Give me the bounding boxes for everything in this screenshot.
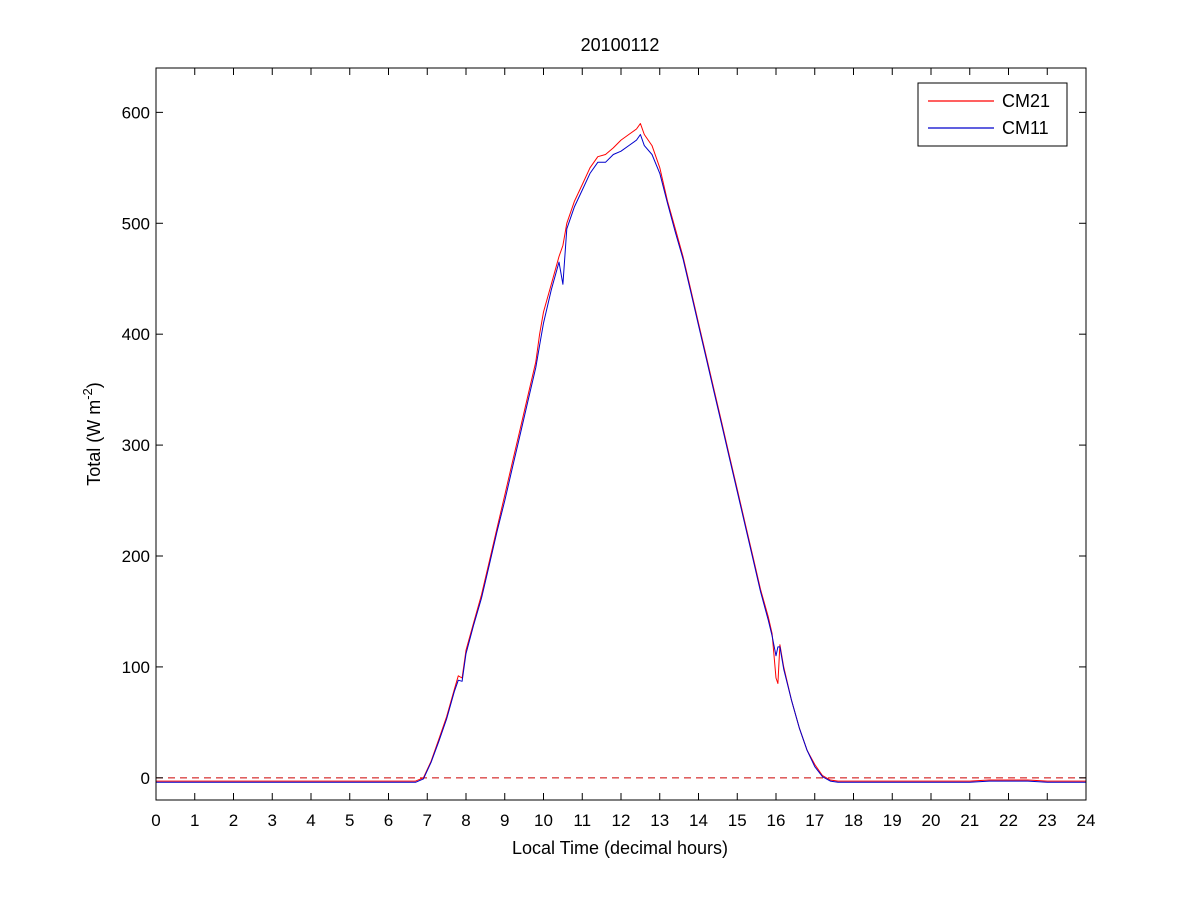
- plot-area: [156, 123, 1086, 783]
- y-tick-label: 200: [122, 547, 150, 566]
- x-tick-label: 14: [689, 811, 708, 830]
- x-tick-label: 2: [229, 811, 238, 830]
- x-tick-label: 12: [612, 811, 631, 830]
- x-tick-label: 9: [500, 811, 509, 830]
- x-tick-label: 10: [534, 811, 553, 830]
- y-tick-label: 100: [122, 658, 150, 677]
- x-tick-label: 6: [384, 811, 393, 830]
- x-tick-label: 0: [151, 811, 160, 830]
- y-tick-label: 500: [122, 214, 150, 233]
- x-tick-label: 17: [805, 811, 824, 830]
- y-axis-label-suffix: ): [84, 382, 104, 388]
- x-tick-label: 24: [1077, 811, 1096, 830]
- y-axis: 0 100 200 300 400 500 600: [122, 103, 1086, 788]
- x-axis: 0 1 2 3 4 5 6 7 8 9 10 11 12 13 14 15 16 17 18 19 20 21 22 23 24: [151, 68, 1095, 830]
- chart-title: 20100112: [581, 35, 660, 55]
- y-axis-label: Total (W m-2): [80, 382, 104, 486]
- x-axis-label: Local Time (decimal hours): [512, 838, 728, 858]
- x-tick-label: 1: [190, 811, 199, 830]
- y-tick-label: 600: [122, 103, 150, 122]
- y-tick-label: 0: [141, 769, 150, 788]
- x-tick-label: 8: [461, 811, 470, 830]
- x-tick-label: 4: [306, 811, 315, 830]
- legend-label-cm11: CM11: [1002, 118, 1049, 138]
- x-tick-label: 5: [345, 811, 354, 830]
- x-tick-label: 18: [844, 811, 863, 830]
- x-tick-label: 16: [767, 811, 786, 830]
- y-tick-label: 400: [122, 325, 150, 344]
- x-tick-label: 21: [960, 811, 979, 830]
- x-tick-label: 23: [1038, 811, 1057, 830]
- legend-box: [917, 82, 1068, 147]
- x-tick-label: 11: [573, 811, 591, 830]
- x-tick-label: 3: [268, 811, 277, 830]
- y-axis-label-superscript: -2: [80, 388, 95, 400]
- x-tick-label: 19: [883, 811, 902, 830]
- series-line-cm11: [156, 134, 1086, 783]
- x-tick-label: 22: [999, 811, 1018, 830]
- legend-label-cm21: CM21: [1002, 91, 1050, 111]
- y-tick-label: 300: [122, 436, 150, 455]
- x-tick-label: 7: [423, 811, 432, 830]
- x-tick-label: 15: [728, 811, 747, 830]
- legend: CM21 CM11: [917, 82, 1068, 147]
- x-tick-label: 20: [922, 811, 941, 830]
- y-axis-label-main: Total (W m: [84, 400, 104, 486]
- x-tick-label: 13: [650, 811, 669, 830]
